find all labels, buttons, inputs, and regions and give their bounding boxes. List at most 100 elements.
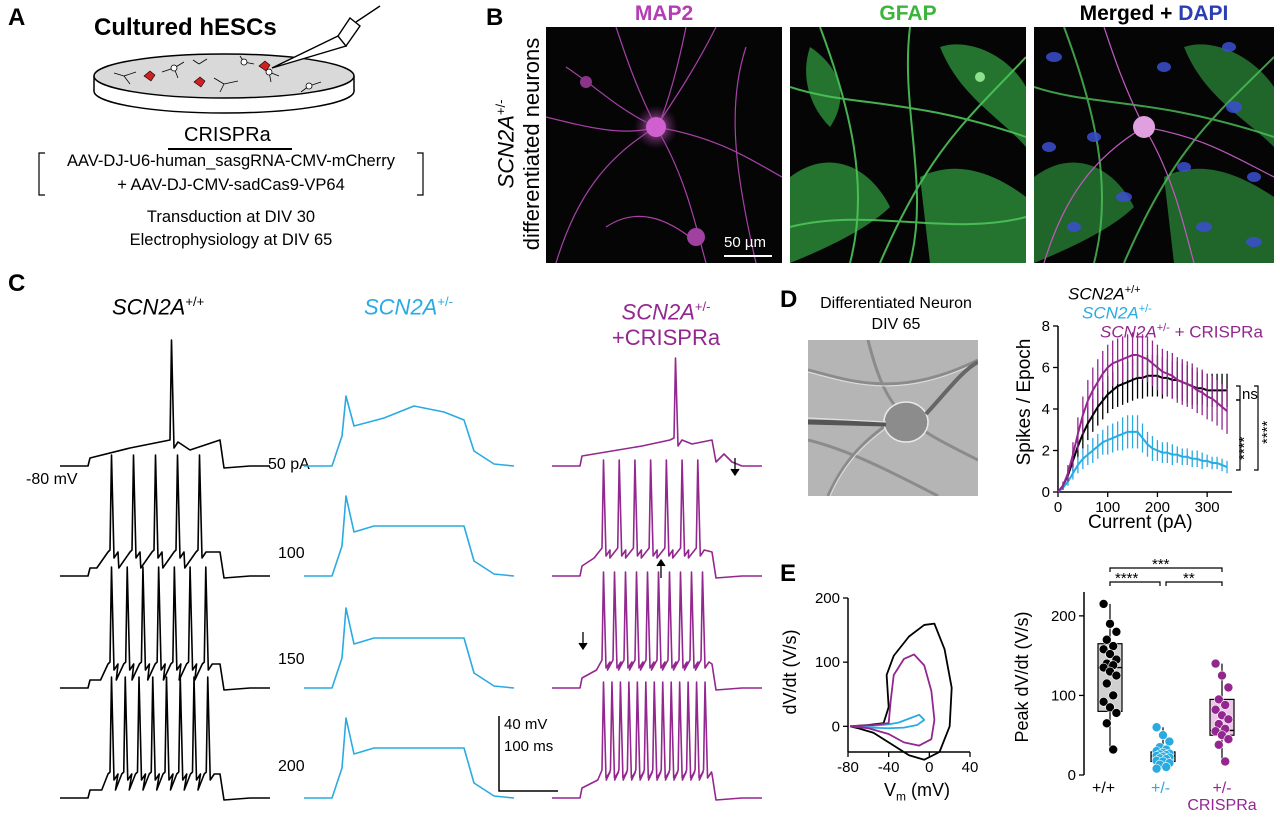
trace-crispra-2 (552, 459, 762, 579)
arrow-down-icon (730, 458, 740, 477)
crispra-label: CRISPRa (184, 124, 271, 146)
arrow-down-icon-2 (578, 632, 588, 651)
header-dapi: DAPI (1178, 2, 1229, 25)
trace-header-wt-sup: +/+ (185, 294, 205, 309)
trace-het-4 (304, 717, 515, 799)
culture-dish-illustration (93, 5, 381, 114)
box-point-2 (1214, 739, 1224, 750)
construct-line-2: + AAV-DJ-CMV-sadCas9-VP64 (117, 176, 345, 194)
series-line-2 (1057, 354, 1228, 493)
scalebar-line (724, 255, 772, 257)
trace-header-crispra-sup: +/- (694, 299, 711, 314)
box-point-0 (1111, 670, 1122, 681)
box-point-2 (1223, 714, 1234, 725)
trace-header-wt-gene: SCN2A (112, 294, 186, 320)
trace-header-crispra-gene: SCN2A (621, 299, 695, 325)
panel-letter-d: D (780, 286, 798, 313)
micrograph-map2: 50 µm (546, 27, 782, 263)
micrograph-gfap (790, 27, 1026, 263)
phase-xtick-label: -40 (878, 759, 900, 776)
trace-wt-4 (60, 676, 270, 801)
panel-letter-b: B (486, 4, 504, 31)
header-merged: Merged + DAPI (1034, 2, 1274, 26)
box-point-0 (1098, 644, 1109, 655)
legend-crispra-extra: + CRISPRa (1169, 322, 1263, 342)
phase-loop-2 (849, 653, 936, 747)
sig-top: *** (1152, 556, 1170, 573)
panel-letter-a: A (8, 4, 26, 31)
box-point-0 (1105, 619, 1115, 629)
current-label-150: 150 (278, 651, 305, 668)
phase-xlabel-v: V (884, 780, 897, 800)
box-point-2 (1214, 694, 1224, 705)
legend-wt: SCN2A+/+ (1068, 284, 1141, 305)
current-label-100: 100 (278, 545, 305, 562)
bracket-a (1236, 399, 1241, 471)
trace-crispra-3 (552, 571, 762, 691)
box-point-0 (1102, 718, 1112, 729)
box-point-0 (1105, 649, 1115, 659)
sig-bar-top (1109, 567, 1223, 572)
legend-het: SCN2A+/- (1082, 303, 1152, 324)
box-point-2 (1223, 734, 1234, 744)
trace-header-crispra: SCN2A+/- +CRISPRa (596, 294, 736, 351)
trace-crispra-4 (552, 681, 762, 801)
header-map2: MAP2 (634, 2, 694, 25)
trace-het-2 (304, 495, 515, 577)
panel-letter-e: E (780, 560, 797, 587)
box-point-1 (1151, 722, 1162, 733)
box-point-1 (1158, 730, 1168, 741)
trace-wt-2 (60, 454, 270, 579)
box-cat-crispra-1: +/- (1212, 780, 1232, 797)
panel-letter-c: C (8, 270, 26, 297)
box-cat-crispra-2: CRISPRa (1187, 797, 1257, 814)
box-point-2 (1210, 704, 1221, 715)
legend-wt-gene: SCN2A (1068, 284, 1125, 304)
spikes-ytick-label: 4 (1042, 401, 1050, 418)
micrograph-merged (1034, 27, 1274, 263)
arrow-up-icon (656, 558, 666, 578)
phase-ytick-label: 0 (832, 718, 840, 735)
box-point-0 (1102, 678, 1112, 689)
box-point-2 (1217, 670, 1227, 681)
phase-xlabel-sub: m (896, 789, 907, 804)
phase-loop-0 (849, 622, 953, 761)
dic-neuron-image (808, 340, 978, 496)
electrophysiology-text: Electrophysiology at DIV 65 (129, 231, 333, 249)
box-point-1 (1161, 762, 1171, 772)
phase-ytick-label: 200 (815, 590, 840, 607)
spikes-xtick-label: 300 (1195, 499, 1220, 516)
box-point-0 (1102, 634, 1112, 645)
box-ytick-label: 100 (1051, 687, 1076, 704)
trace-header-crispra-extra: +CRISPRa (611, 325, 721, 351)
trace-wt-3 (60, 566, 270, 691)
phase-xlabel: Vm (mV) (884, 780, 950, 804)
box-point-0 (1111, 626, 1122, 637)
legend-het-gene: SCN2A (1082, 303, 1139, 323)
sig-bar-right (1165, 581, 1223, 586)
voltage-traces (60, 339, 762, 801)
current-label-200: 200 (278, 758, 305, 775)
legend-het-sup: +/- (1138, 303, 1152, 315)
spikes-ytick-label: 6 (1042, 360, 1050, 377)
current-label-50: 50 pA (268, 456, 310, 473)
sig-right: ** (1183, 570, 1195, 587)
box-point-2 (1220, 756, 1230, 767)
trace-het-3 (304, 607, 515, 689)
box-cat-wt: +/+ (1092, 780, 1116, 797)
phase-xlabel-unit: (mV) (906, 780, 951, 800)
holding-potential-label: -80 mV (26, 471, 78, 488)
header-gfap: GFAP (879, 2, 937, 25)
dic-title-2: DIV 65 (871, 316, 921, 333)
box-point-0 (1111, 708, 1122, 718)
box-point-0 (1098, 696, 1109, 707)
trace-scale-bar (498, 716, 558, 792)
spikes-xlabel: Current (pA) (1088, 512, 1193, 533)
series-line-1 (1057, 430, 1228, 493)
box-point-2 (1210, 658, 1221, 669)
scale-ms-label: 100 ms (504, 738, 554, 755)
box-point-0 (1108, 744, 1118, 755)
crispra-underline (168, 148, 292, 150)
box-point-1 (1164, 736, 1175, 747)
